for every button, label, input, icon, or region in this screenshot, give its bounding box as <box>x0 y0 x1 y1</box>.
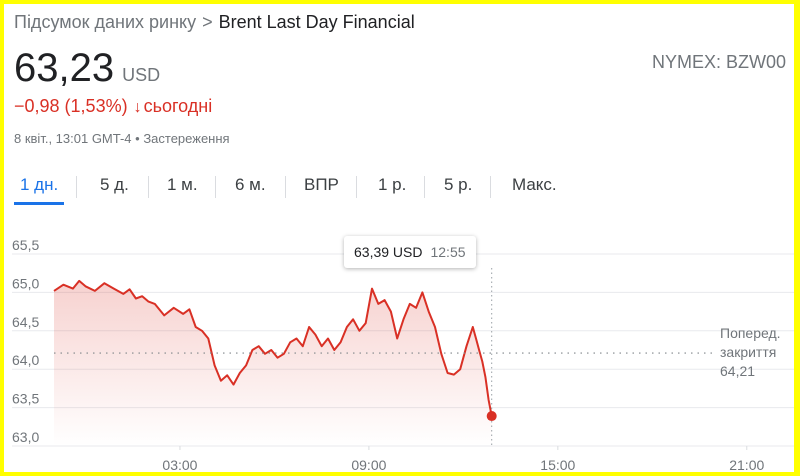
tab-6m[interactable]: 6 м. <box>235 175 266 194</box>
tab-divider <box>148 176 149 198</box>
arrow-down-icon: ↓ <box>133 99 142 116</box>
breadcrumb: Підсумок даних ринку > Brent Last Day Fina… <box>14 12 415 33</box>
breadcrumb-current: Brent Last Day Financial <box>218 12 415 32</box>
y-tick-label: 65,0 <box>12 275 39 291</box>
breadcrumb-parent-link[interactable]: Підсумок даних ринку <box>14 12 197 32</box>
x-tick-label: 09:00 <box>351 457 386 472</box>
tab-ytd[interactable]: ВПР <box>304 175 339 194</box>
current-price: 63,23 <box>14 46 115 90</box>
tab-divider <box>285 176 286 198</box>
previous-close-label: Поперед. закриття 64,21 <box>720 324 781 381</box>
tab-1m[interactable]: 1 м. <box>167 175 198 194</box>
prev-close-line1: Поперед. <box>720 325 781 341</box>
prev-close-value: 64,21 <box>720 363 756 379</box>
price-change: −0,98 (1,53%) ↓ сьогодні <box>14 96 212 117</box>
tab-1y[interactable]: 1 р. <box>378 175 407 194</box>
tab-max[interactable]: Макс. <box>512 175 557 194</box>
change-value: −0,98 (1,53%) <box>14 96 128 116</box>
x-tick-label: 15:00 <box>540 457 575 472</box>
price-area <box>54 280 492 446</box>
tab-divider <box>356 176 357 198</box>
x-tick-label: 21:00 <box>729 457 764 472</box>
tab-divider <box>76 176 77 198</box>
tab-5y[interactable]: 5 р. <box>444 175 473 194</box>
y-tick-label: 64,5 <box>12 314 39 330</box>
currency-label: USD <box>122 65 161 85</box>
price-line <box>53 279 493 417</box>
tab-5d[interactable]: 5 д. <box>100 175 129 194</box>
price-row: 63,23 USD <box>14 46 160 91</box>
timestamp-disclaimer[interactable]: 8 квіт., 13:01 GMT-4 • Застереження <box>14 131 230 146</box>
y-tick-label: 63,5 <box>12 391 39 407</box>
tab-divider <box>424 176 425 198</box>
breadcrumb-separator: > <box>202 12 213 32</box>
tab-1d[interactable]: 1 дн. <box>14 172 65 205</box>
price-chart[interactable]: 65,5 65,0 64,5 64,0 63,5 63,0 03:00 09:00 15:00 2… <box>4 224 794 472</box>
ticker-symbol: NYMEX: BZW00 <box>651 52 786 72</box>
tooltip-price: 63,39 USD <box>354 244 423 260</box>
x-tick-label: 03:00 <box>162 457 197 472</box>
prev-close-line2: закриття <box>720 344 777 360</box>
tab-divider <box>215 176 216 198</box>
y-tick-label: 65,5 <box>12 237 39 253</box>
tab-divider <box>490 176 491 198</box>
current-point-marker <box>486 411 497 422</box>
hover-tooltip: 63,39 USD 12:55 <box>344 236 476 268</box>
y-tick-label: 64,0 <box>12 352 39 368</box>
tooltip-time: 12:55 <box>430 244 466 260</box>
y-tick-label: 63,0 <box>12 429 39 445</box>
stock-widget: Підсумок даних ринку > Brent Last Day Fina… <box>4 4 794 472</box>
change-period: сьогодні <box>143 96 213 116</box>
